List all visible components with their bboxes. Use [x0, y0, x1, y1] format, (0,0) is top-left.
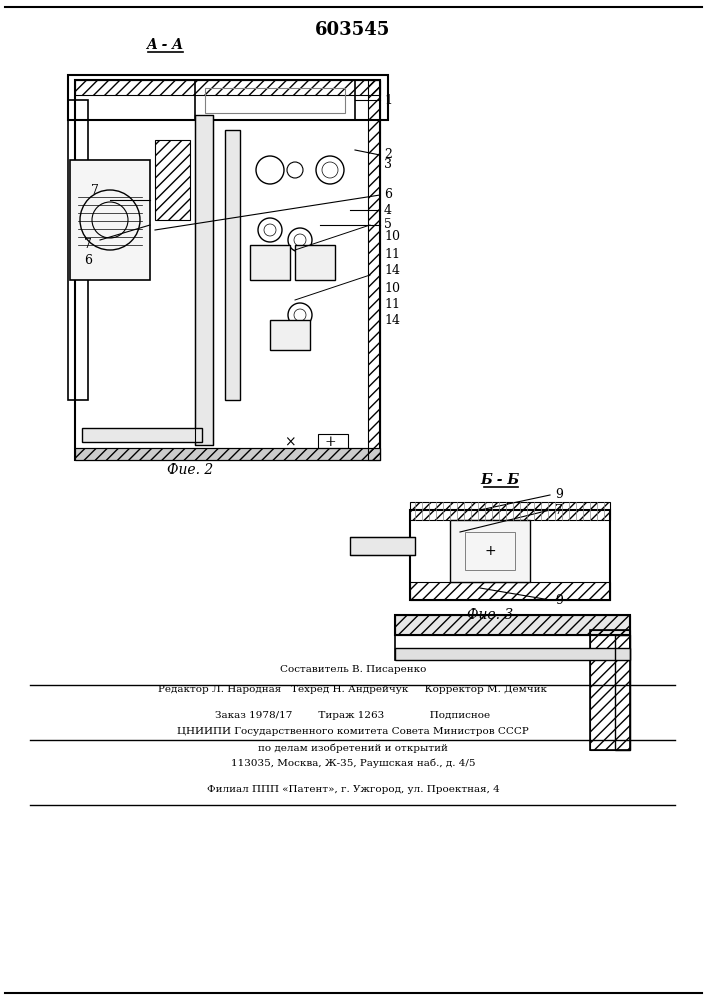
Bar: [70, 160, 150, 280]
Text: 4: 4: [384, 204, 392, 217]
Bar: [590, 630, 630, 750]
Text: Редактор Л. Народная   Техред Н. Андрейчук     Корректор М. Демчик: Редактор Л. Народная Техред Н. Андрейчук…: [158, 686, 547, 694]
Text: ×: ×: [284, 435, 296, 449]
Bar: [225, 130, 240, 400]
Text: 7: 7: [84, 237, 92, 250]
Bar: [195, 80, 355, 120]
Text: A - A: A - A: [146, 38, 184, 52]
Text: 7: 7: [91, 184, 99, 196]
Text: 6: 6: [84, 253, 92, 266]
Bar: [450, 520, 530, 582]
Bar: [410, 502, 610, 520]
Bar: [250, 245, 290, 280]
Bar: [205, 88, 345, 113]
Text: Фие. 3: Фие. 3: [467, 608, 513, 622]
Text: 2: 2: [384, 148, 392, 161]
Bar: [270, 320, 310, 350]
Text: 113035, Москва, Ж-35, Раушская наб., д. 4/5: 113035, Москва, Ж-35, Раушская наб., д. …: [230, 758, 475, 768]
Bar: [318, 434, 348, 448]
Bar: [395, 615, 630, 635]
Bar: [368, 80, 380, 460]
Bar: [395, 648, 630, 660]
Bar: [465, 532, 515, 570]
Bar: [615, 635, 630, 750]
Text: Заказ 1978/17        Тираж 1263              Подписное: Заказ 1978/17 Тираж 1263 Подписное: [216, 710, 491, 720]
Text: +: +: [484, 544, 496, 558]
Text: Б - Б: Б - Б: [480, 473, 520, 487]
Text: 7: 7: [555, 504, 563, 516]
Text: 9: 9: [555, 488, 563, 502]
Text: Фие. 2: Фие. 2: [167, 463, 213, 477]
Text: +: +: [325, 435, 336, 449]
Bar: [395, 615, 630, 635]
Bar: [68, 75, 388, 120]
Bar: [82, 428, 202, 442]
Text: 11: 11: [384, 298, 400, 312]
Bar: [395, 635, 630, 660]
Bar: [75, 448, 380, 460]
Text: 10: 10: [384, 282, 400, 294]
Bar: [350, 537, 415, 555]
Text: 1: 1: [384, 94, 392, 106]
Bar: [410, 582, 610, 600]
Text: 14: 14: [384, 263, 400, 276]
Text: 14: 14: [384, 314, 400, 326]
Bar: [75, 80, 380, 460]
Bar: [195, 115, 213, 445]
Bar: [295, 245, 335, 280]
Text: Составитель В. Писаренко: Составитель В. Писаренко: [280, 666, 426, 674]
Bar: [68, 100, 88, 400]
Text: 9: 9: [555, 593, 563, 606]
Bar: [75, 80, 380, 95]
Text: 3: 3: [384, 158, 392, 172]
Text: 10: 10: [384, 231, 400, 243]
Text: Филиал ППП «Патент», г. Ужгород, ул. Проектная, 4: Филиал ППП «Патент», г. Ужгород, ул. Про…: [206, 786, 499, 794]
Bar: [590, 630, 630, 750]
Text: по делам изобретений и открытий: по делам изобретений и открытий: [258, 743, 448, 753]
Bar: [75, 448, 380, 460]
Text: 6: 6: [384, 188, 392, 202]
Bar: [410, 510, 610, 600]
Text: 11: 11: [384, 248, 400, 261]
Text: 5: 5: [384, 219, 392, 232]
Text: 603545: 603545: [315, 21, 391, 39]
Text: ЦНИИПИ Государственного комитета Совета Министров СССР: ЦНИИПИ Государственного комитета Совета …: [177, 728, 529, 736]
Bar: [155, 140, 190, 220]
